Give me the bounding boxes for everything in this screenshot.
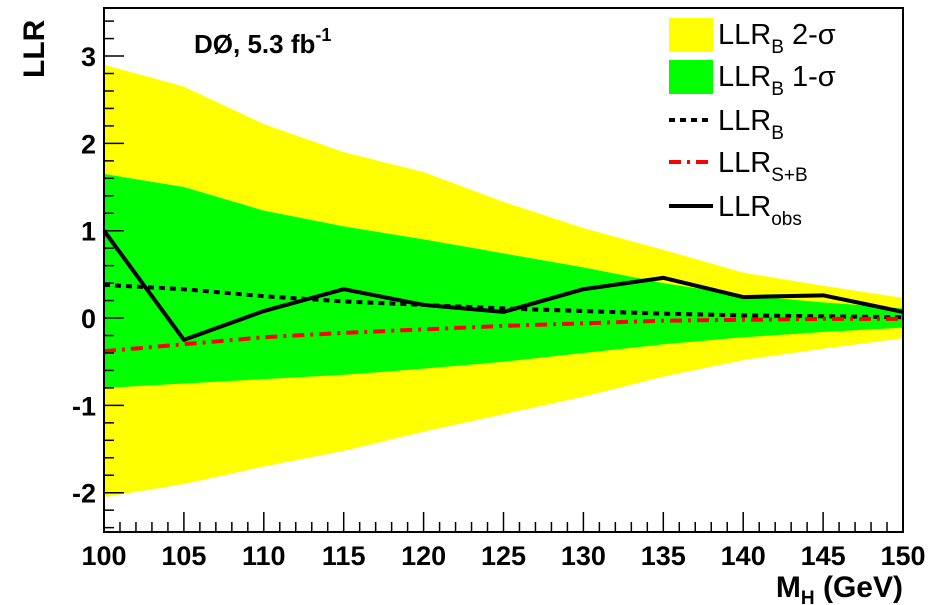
legend-entry-llr-b-2: LLRB 2-σ bbox=[669, 18, 836, 58]
legend-label: LLRobs bbox=[718, 191, 802, 230]
tick-labels: 100 105 110 115 120 125 130 135 140 145 150 -2 -1 0 1 2… bbox=[72, 42, 926, 571]
y-tick-label: 3 bbox=[81, 42, 96, 72]
legend-label: LLRB bbox=[718, 105, 784, 144]
x-tick-label: 150 bbox=[880, 541, 925, 571]
x-tick-label: 125 bbox=[481, 541, 526, 571]
legend-entry-llr-s-b: LLRS+B bbox=[669, 147, 808, 186]
x-tick-label: 110 bbox=[242, 541, 286, 571]
y-tick-label: -1 bbox=[72, 391, 96, 421]
x-tick-label: 115 bbox=[322, 541, 366, 571]
x-tick-label: 105 bbox=[161, 541, 206, 571]
legend-entry-llr-b-1: LLRB 1-σ bbox=[669, 60, 836, 100]
axis-ticks bbox=[103, 20, 904, 532]
x-tick-label: 120 bbox=[401, 541, 446, 571]
experiment-label: DØ, 5.3 fb-1 bbox=[194, 25, 331, 59]
legend-entry-llr-obs: LLRobs bbox=[669, 191, 802, 230]
y-tick-label: 2 bbox=[81, 129, 96, 159]
legend-label: LLRB 1-σ bbox=[718, 61, 836, 100]
legend-label: LLRB 2-σ bbox=[718, 19, 836, 58]
y-axis-title: LLR bbox=[18, 19, 51, 78]
legend-entry-llr-b: LLRB bbox=[669, 105, 784, 144]
y-tick-label: 0 bbox=[81, 304, 96, 334]
x-tick-label: 140 bbox=[721, 541, 766, 571]
legend-swatch bbox=[669, 18, 713, 52]
x-tick-label: 145 bbox=[801, 541, 846, 571]
x-tick-label: 135 bbox=[641, 541, 686, 571]
y-tick-label: 1 bbox=[81, 217, 96, 247]
y-tick-label: -2 bbox=[72, 479, 96, 509]
x-axis-title: MH (GeV) bbox=[776, 571, 903, 605]
legend-swatch bbox=[669, 60, 713, 94]
series-llr-s-b bbox=[103, 316, 903, 354]
x-tick-label: 130 bbox=[561, 541, 606, 571]
x-tick-label: 100 bbox=[81, 541, 126, 571]
legend-label: LLRS+B bbox=[718, 147, 808, 186]
